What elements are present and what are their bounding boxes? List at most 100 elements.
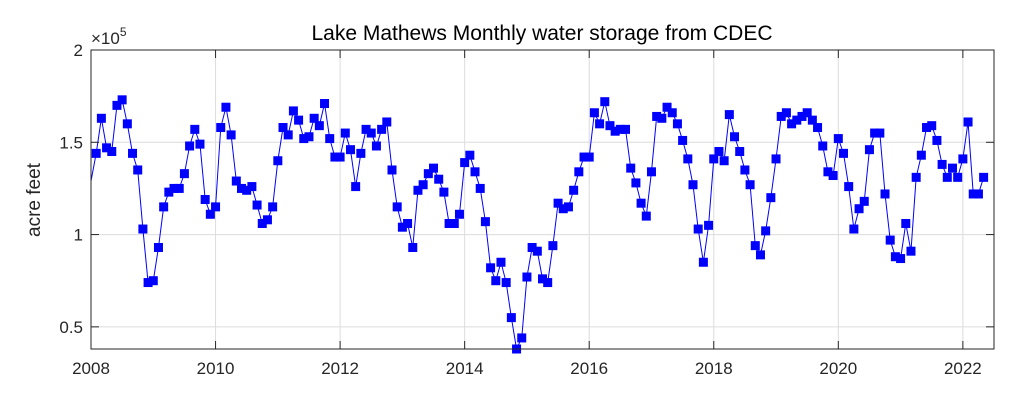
data-point [927,121,937,131]
data-point [143,278,153,288]
data-point [325,134,335,144]
data-point [268,202,278,212]
data-point [159,202,169,212]
data-point [916,150,926,160]
data-point [963,117,973,127]
data-point [548,241,558,251]
data-point [942,172,952,182]
data-point [641,211,651,221]
data-point [486,263,496,273]
data-point [781,108,791,118]
data-point [766,193,776,203]
data-point [211,202,221,212]
y-tick-labels: 0.5 1 1.5 2 [59,41,83,337]
data-point [397,222,407,232]
x-tick-label: 2008 [72,359,110,378]
data-point [480,217,490,227]
data-point [117,95,127,105]
data-point [953,172,963,182]
data-point [538,274,547,284]
data-point [937,159,947,169]
data-point [911,172,921,182]
y-exponent-power: 5 [120,25,127,39]
data-point [418,180,428,190]
data-point [870,128,880,138]
data-point [408,242,418,252]
data-point [522,272,532,282]
data-point [340,128,350,138]
data-point [761,226,771,236]
data-point [361,124,371,134]
data-point [906,246,916,256]
x-tick-label: 2014 [446,359,484,378]
data-point [112,100,122,110]
data-point [335,152,345,162]
x-tick-label: 2022 [944,359,982,378]
data-point [600,97,610,107]
data-point [257,218,267,228]
x-tick-label: 2016 [570,359,608,378]
data-point [242,185,252,195]
data-point [413,185,423,195]
data-point [304,132,314,142]
data-point [833,134,843,144]
data-point [278,123,288,133]
data-point [844,182,854,192]
data-point [709,154,719,164]
data-point [434,174,444,184]
data-point [423,169,433,179]
data-point [968,189,978,199]
data-point [377,124,387,134]
data-point [652,111,662,121]
data-point [595,119,605,129]
data-point [403,218,413,228]
data-point [693,224,703,234]
data-point [584,152,594,162]
data-point [320,99,330,109]
data-point [730,132,740,142]
data-point [102,143,112,153]
data-point [133,165,143,175]
data-point [205,209,215,219]
y-tick-label: 1 [74,226,83,245]
data-point [96,113,106,123]
y-tick-label: 1.5 [59,133,83,152]
data-point [195,139,205,149]
data-point [216,123,226,133]
data-point [148,276,158,286]
data-point [221,102,231,112]
data-point [387,165,397,175]
data-point [932,135,942,145]
data-point [864,145,874,155]
data-point [366,128,376,138]
x-tick-label: 2020 [819,359,857,378]
data-point [958,154,968,164]
data-point [179,169,189,179]
data-point [605,121,615,131]
data-point [854,204,864,214]
data-point [470,167,480,177]
data-point [252,200,262,210]
data-point [875,128,885,138]
data-point [792,115,802,125]
x-tick-labels: 2008 2010 2012 2014 2016 2018 2020 2022 [72,359,982,378]
data-point [475,183,485,193]
data-point [621,124,631,134]
data-point [543,278,553,288]
data-point [745,180,755,190]
data-point [558,204,568,214]
data-point [880,189,890,199]
data-point [771,154,781,164]
data-point [849,224,859,234]
data-point [973,189,983,199]
data-point [309,113,319,123]
data-point [283,130,293,140]
chart-title: Lake Mathews Monthly water storage from … [311,22,772,45]
data-point [288,106,298,116]
data-point [330,152,340,162]
data-point [153,242,163,252]
data-point [683,154,693,164]
data-point [626,163,636,173]
data-point [646,167,656,177]
